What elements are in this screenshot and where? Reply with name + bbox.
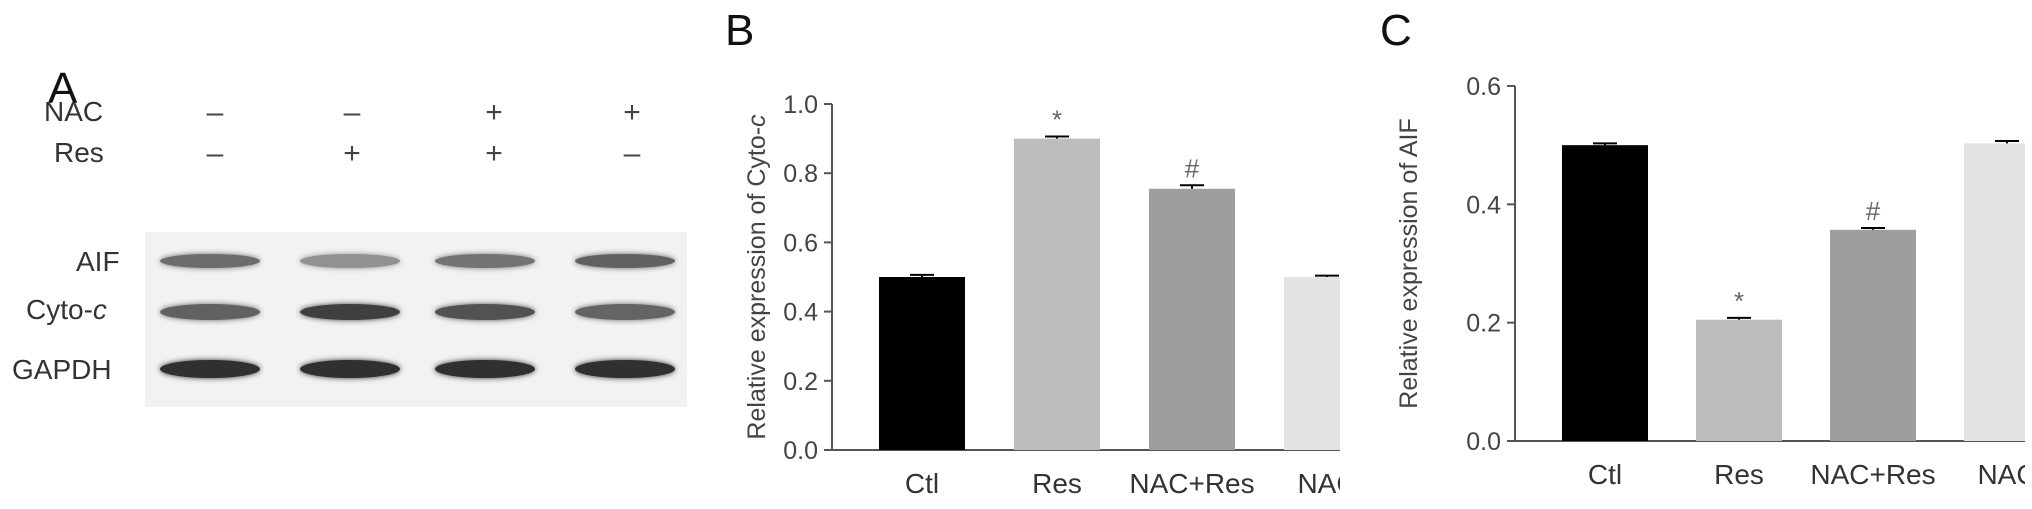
y-tick-label: 0.2 (1466, 310, 1501, 338)
bar (1149, 188, 1235, 450)
cyto-c-bar-chart: 0.0 0.2 0.4 0.6 0.8 1.0 Relative expression of… (743, 91, 1340, 499)
blot-band (575, 254, 675, 268)
y-tick-label: 1.0 (783, 91, 818, 119)
bar (1562, 145, 1648, 441)
treatment-label-nac: NAC (44, 96, 104, 127)
blot-band (435, 254, 535, 268)
blot-band (300, 360, 400, 378)
y-tick-label: 0.2 (783, 368, 818, 396)
x-tick-label: NAC (1297, 468, 1340, 499)
res-sign-lane-4: – (623, 137, 641, 170)
protein-label-cyto-c: Cyto-c (26, 294, 107, 326)
significance-marker: # (1185, 153, 1200, 183)
nac-sign-lane-2: – (343, 96, 361, 129)
blot-band (160, 360, 260, 378)
y-tick-label: 0.6 (1466, 73, 1501, 101)
bar (1284, 277, 1340, 450)
blot-band (575, 304, 675, 320)
y-axis-label-italic: c (743, 114, 771, 127)
blot-band (300, 254, 400, 268)
y-axis-label: Relative expression of Cyto-c (743, 114, 771, 440)
x-tick-label: NAC+Res (1129, 468, 1254, 499)
aif-bar-chart: 0.0 0.2 0.4 0.6 Relative expression of AIF Ct… (1395, 73, 2025, 490)
significance-marker: * (1052, 105, 1062, 135)
y-tick-label: 0.4 (783, 299, 818, 327)
x-tick-label: Res (1032, 468, 1082, 499)
nac-sign-lane-1: – (206, 96, 224, 129)
y-tick-label: 0.4 (1466, 191, 1501, 219)
res-sign-lane-1: – (206, 137, 224, 170)
x-tick-label: Ctl (1588, 459, 1622, 490)
blot-band (160, 254, 260, 268)
res-sign-lane-3: + (485, 137, 503, 170)
protein-label-aif: AIF (76, 246, 120, 277)
y-axis-label-text: Relative expression of Cyto- (743, 127, 771, 440)
x-tick-label: NAC (1977, 459, 2025, 490)
significance-marker: * (1734, 286, 1744, 316)
y-axis-label: Relative expression of AIF (1395, 118, 1423, 408)
bar (1014, 138, 1100, 450)
treatment-label-res: Res (54, 137, 104, 168)
bar (1964, 143, 2025, 441)
blot-band (435, 304, 535, 320)
x-tick-label: Ctl (905, 468, 939, 499)
protein-label-gapdh: GAPDH (12, 354, 112, 385)
significance-marker: # (1866, 196, 1881, 226)
bar (879, 277, 965, 450)
blot-band (160, 304, 260, 320)
blot-band (435, 360, 535, 378)
nac-sign-lane-4: + (623, 96, 641, 129)
bar (1830, 229, 1916, 441)
y-tick-label: 0.8 (783, 160, 818, 188)
blot-band (300, 304, 400, 320)
panel-b-letter: B (725, 6, 755, 55)
bar (1696, 319, 1782, 441)
protein-label-cyto-text: Cyto- (26, 294, 93, 325)
blot-band (575, 360, 675, 378)
x-tick-label: NAC+Res (1810, 459, 1935, 490)
y-axis-label-text: Relative expression of AIF (1395, 118, 1423, 408)
protein-label-cyto-italic: c (92, 294, 107, 325)
western-blot-image (145, 232, 687, 407)
panel-c-letter: C (1380, 6, 1412, 55)
x-tick-label: Res (1714, 459, 1764, 490)
res-sign-lane-2: + (343, 137, 361, 170)
y-tick-label: 0.0 (1466, 428, 1501, 456)
panel-a-letter: A (48, 64, 78, 113)
y-tick-label: 0.0 (783, 437, 818, 465)
nac-sign-lane-3: + (485, 96, 503, 129)
y-tick-label: 0.6 (783, 229, 818, 257)
